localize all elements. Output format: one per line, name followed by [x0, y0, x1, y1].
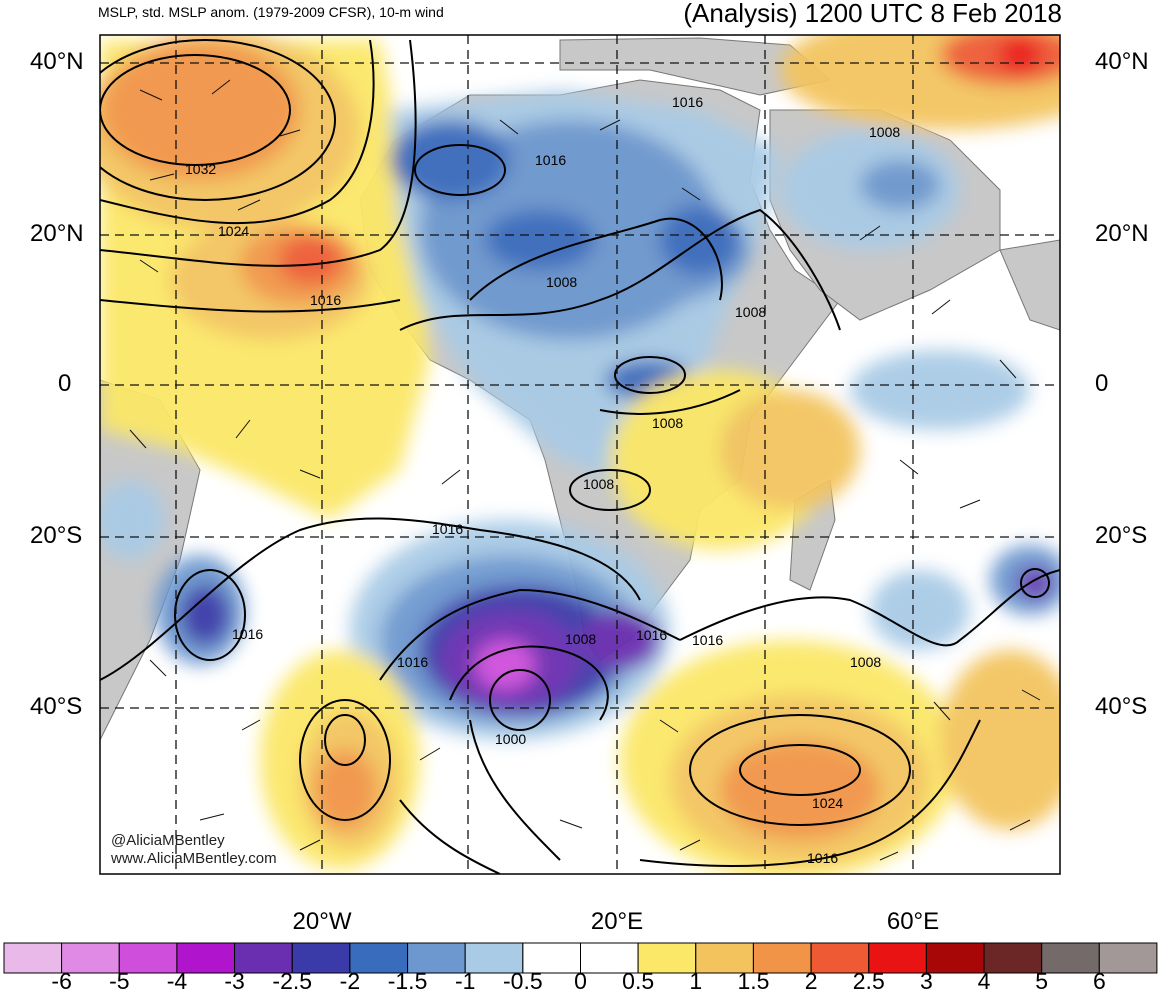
colorbar-swatch — [291, 942, 351, 974]
india-landmass — [999, 239, 1060, 331]
colorbar-tick-label: 0 — [574, 968, 587, 994]
isobar-label: 1016 — [535, 152, 566, 168]
credit-website: www.AliciaMBentley.com — [111, 850, 277, 867]
lon-label: 20°E — [590, 908, 644, 935]
isobar-label: 1016 — [636, 627, 667, 643]
colorbar-swatch — [695, 942, 754, 974]
isobar-label: 1024 — [218, 223, 249, 239]
colorbar-swatch — [752, 942, 812, 974]
colorbar-tick-label: -4 — [166, 968, 188, 994]
lat-label-left: 20°N — [30, 220, 84, 247]
lat-label-right: 0 — [1095, 370, 1109, 397]
isobar-labels: 1032 1024 1016 1016 1016 1008 1008 1008 … — [185, 94, 900, 866]
colorbar-tick-label: -2.5 — [272, 968, 313, 994]
map-subtitle: MSLP, std. MSLP anom. (1979-2009 CFSR), … — [98, 4, 444, 20]
isobar-label: 1008 — [652, 415, 683, 431]
isobar-label: 1008 — [850, 654, 881, 670]
colorbar-tick-label: -3 — [224, 968, 245, 994]
colorbar-tick-label: 3 — [919, 968, 933, 994]
lat-label-left: 40°N — [30, 48, 84, 75]
colorbar-swatch — [868, 942, 927, 974]
lat-label-right: 40°N — [1095, 48, 1149, 75]
isobar-label: 1016 — [232, 626, 263, 642]
colorbar-swatch — [407, 942, 466, 974]
colorbar-swatch — [522, 942, 582, 974]
lat-label-left: 0 — [58, 370, 72, 397]
lat-label-right: 20°N — [1095, 220, 1149, 247]
colorbar-swatch — [234, 942, 293, 974]
colorbar-swatch — [1041, 942, 1100, 974]
colorbar-tick-label: 2.5 — [852, 968, 885, 994]
colorbar-tick-label: 1 — [689, 968, 703, 994]
map-title: (Analysis) 1200 UTC 8 Feb 2018 — [683, 0, 1062, 28]
colorbar-tick-label: -1 — [454, 968, 476, 994]
colorbar-swatch — [176, 942, 235, 974]
colorbar-tick-label: -1.5 — [387, 968, 428, 994]
lat-label-right: 20°S — [1095, 522, 1148, 549]
isobar-label: 1008 — [583, 476, 614, 492]
colorbar-swatch — [925, 942, 985, 974]
colorbar-tick-label: -2 — [339, 968, 361, 994]
isobar-label: 1032 — [185, 161, 216, 177]
isobar-label: 1016 — [672, 94, 703, 110]
colorbar-tick-label: -6 — [51, 968, 72, 994]
isobar-label: 1008 — [546, 274, 577, 290]
colorbar-swatch — [810, 942, 870, 974]
colorbar-tick-label: 4 — [977, 968, 991, 994]
isobar-label: 1008 — [565, 631, 596, 647]
colorbar-tick-label: -5 — [109, 968, 130, 994]
colorbar — [3, 942, 1158, 974]
isobar-label: 1016 — [432, 521, 463, 537]
colorbar-tick-label: 2 — [804, 968, 818, 994]
lon-label: 20°W — [292, 908, 352, 935]
credit-twitter: @AliciaMBentley — [111, 832, 225, 849]
isobar-label: 1016 — [397, 654, 428, 670]
isobar-label: 1016 — [807, 850, 838, 866]
isobar-label: 1016 — [310, 292, 341, 308]
colorbar-swatch — [637, 942, 697, 974]
isobar-label: 1016 — [692, 632, 723, 648]
isobar-label: 1000 — [495, 731, 526, 747]
colorbar-tick-label: 0.5 — [622, 968, 655, 994]
colorbar-swatch — [118, 942, 178, 974]
isobars — [100, 39, 1060, 874]
map-frame — [99, 34, 1061, 875]
isobar-label: 1024 — [812, 795, 843, 811]
colorbar-tick-label: -0.5 — [503, 968, 543, 994]
wind-barbs — [129, 79, 1041, 861]
colorbar-tick-label: 5 — [1035, 968, 1049, 994]
colorbar-swatch — [983, 942, 1043, 974]
isobar-label: 1008 — [735, 304, 766, 320]
colorbar-swatch — [3, 942, 63, 974]
lat-label-right: 40°S — [1095, 693, 1148, 720]
colorbar-tick-label: 1.5 — [737, 968, 770, 994]
lat-label-left: 20°S — [30, 522, 83, 549]
isobar-label: 1008 — [869, 124, 900, 140]
gridlines — [100, 35, 1060, 874]
lat-label-left: 40°S — [30, 693, 83, 720]
colorbar-swatch — [1098, 942, 1158, 974]
lon-label: 60°E — [886, 908, 940, 935]
colorbar-tick-label: 6 — [1092, 968, 1106, 994]
